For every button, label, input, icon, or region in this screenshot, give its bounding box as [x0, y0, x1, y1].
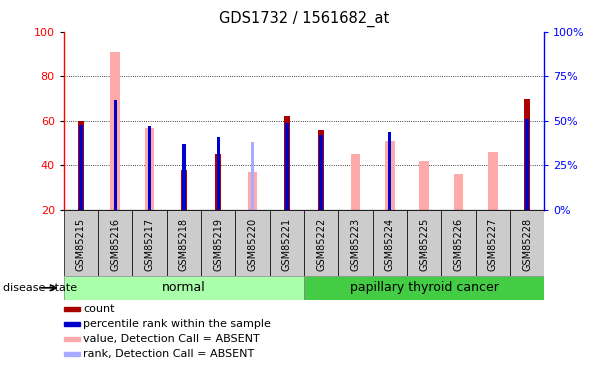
Bar	[304, 276, 544, 300]
Text: normal: normal	[162, 281, 206, 294]
Bar	[182, 144, 185, 210]
Text: GSM85222: GSM85222	[316, 218, 326, 271]
Text: GSM85221: GSM85221	[282, 218, 292, 271]
Text: papillary thyroid cancer: papillary thyroid cancer	[350, 281, 499, 294]
Bar	[285, 123, 289, 210]
Text: disease state: disease state	[3, 283, 77, 293]
Bar	[79, 124, 83, 210]
Bar	[64, 307, 80, 311]
Bar	[475, 210, 510, 276]
Text: GSM85219: GSM85219	[213, 218, 223, 271]
Text: rank, Detection Call = ABSENT: rank, Detection Call = ABSENT	[83, 349, 254, 359]
Bar	[181, 170, 187, 210]
Bar	[441, 210, 475, 276]
Bar	[319, 135, 323, 210]
Bar	[454, 174, 463, 210]
Text: GDS1732 / 1561682_at: GDS1732 / 1561682_at	[219, 11, 389, 27]
Bar	[420, 161, 429, 210]
Text: count: count	[83, 304, 114, 314]
Bar	[201, 210, 235, 276]
Text: GSM85224: GSM85224	[385, 218, 395, 271]
Bar	[64, 337, 80, 341]
Bar	[145, 128, 154, 210]
Text: GSM85225: GSM85225	[419, 218, 429, 271]
Bar	[407, 210, 441, 276]
Bar	[98, 210, 133, 276]
Bar	[525, 119, 529, 210]
Bar	[64, 352, 80, 356]
Bar	[235, 210, 270, 276]
Text: GSM85216: GSM85216	[110, 218, 120, 271]
Bar	[488, 152, 497, 210]
Bar	[64, 322, 80, 326]
Bar	[318, 130, 324, 210]
Bar	[284, 117, 290, 210]
Bar	[304, 210, 338, 276]
Bar	[351, 154, 361, 210]
Bar	[524, 99, 530, 210]
Bar	[64, 276, 304, 300]
Bar	[385, 141, 395, 210]
Bar	[215, 154, 221, 210]
Text: GSM85227: GSM85227	[488, 218, 498, 271]
Text: GSM85223: GSM85223	[350, 218, 361, 271]
Bar	[64, 210, 98, 276]
Text: GSM85220: GSM85220	[247, 218, 258, 271]
Bar	[251, 142, 254, 210]
Bar	[388, 132, 392, 210]
Bar	[270, 210, 304, 276]
Bar	[114, 100, 117, 210]
Text: GSM85218: GSM85218	[179, 218, 189, 271]
Bar	[373, 210, 407, 276]
Text: percentile rank within the sample: percentile rank within the sample	[83, 319, 271, 329]
Bar	[510, 210, 544, 276]
Text: GSM85215: GSM85215	[76, 218, 86, 271]
Bar	[111, 52, 120, 210]
Bar	[133, 210, 167, 276]
Bar	[247, 172, 257, 210]
Bar	[167, 210, 201, 276]
Bar	[216, 137, 220, 210]
Bar	[78, 121, 84, 210]
Bar	[148, 126, 151, 210]
Text: GSM85228: GSM85228	[522, 218, 532, 271]
Text: value, Detection Call = ABSENT: value, Detection Call = ABSENT	[83, 334, 260, 344]
Bar	[338, 210, 373, 276]
Text: GSM85226: GSM85226	[454, 218, 463, 271]
Text: GSM85217: GSM85217	[145, 218, 154, 271]
